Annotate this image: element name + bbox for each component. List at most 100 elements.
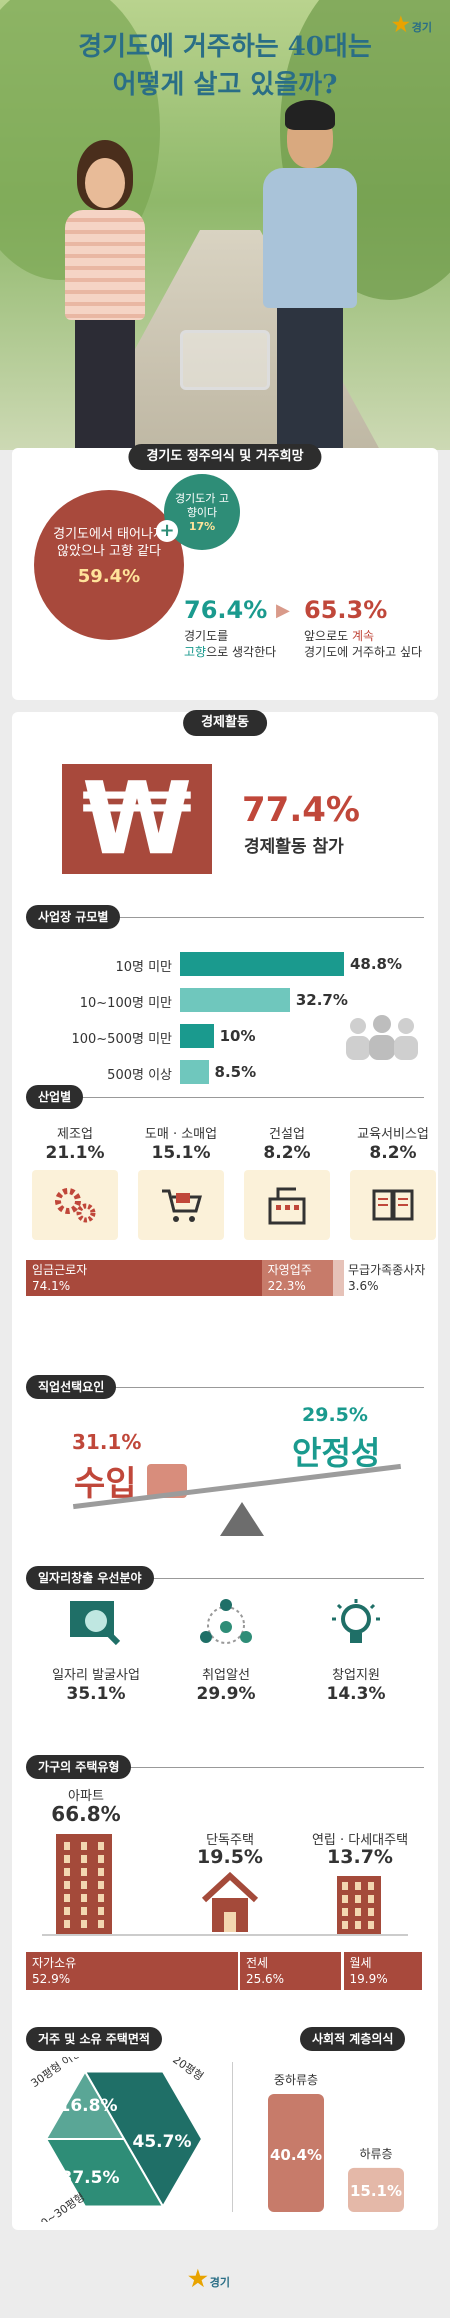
townhouse-window [355,1882,361,1890]
people-network-icon [196,1597,256,1657]
total-value: 76.4% [184,596,268,624]
area-category-label: 20평형 [170,2057,206,2083]
future-label-hl: 계속 [351,629,375,643]
apartment-icon [56,1834,112,1934]
workplace-value-label: 10% [219,1027,256,1045]
apartment-window [98,1881,104,1889]
apartment-window [64,1920,70,1928]
workplace-bar [180,1024,214,1048]
seesaw-fulcrum [220,1502,264,1536]
hero-title-line1: 경기도에 거주하는 40대는 [78,32,372,62]
tenure-segment: 자가소유 52.9% [26,1952,238,1990]
tenure-segment: 월세 19.9% [343,1952,422,1990]
employment-value: 74.1% [32,1279,71,1293]
industry-icon-box [32,1170,118,1240]
area-header: 거주 및 소유 주택면적 [26,2027,162,2051]
area-hexagon-chart: 45.7% 37.5% 16.8% 20평형 20~30평형 30평형 이상 [29,2057,206,2222]
apartment-window [64,1881,70,1889]
workplace-category-label: 500명 이상 [107,1068,172,1083]
employment-segment-text: 임금근로자 74.1% [32,1262,87,1294]
total-label-1: 경기도를 [184,629,229,643]
townhouse-window [355,1921,361,1929]
won-symbol-icon: ₩ [62,764,212,874]
future-label-2: 경기도에 거주하고 싶다 [304,645,423,659]
residence-card: 경기도 정주의식 및 거주희망 경기도에서 태어나지 않았으나 고향 같다 59… [12,444,438,700]
townhouse-window [342,1908,348,1916]
class-bar [348,2167,404,2212]
hero-title-line2: 어떻게 살고 있을까? [112,70,338,100]
tenure-segment-text: 월세 19.9% [350,1955,388,1987]
tenure-value: 25.6% [245,1972,285,1986]
job-factor-header: 직업선택요인 [26,1375,117,1399]
workplace-bar [180,952,344,976]
employment-label: 자영업주 [267,1263,312,1277]
tenure-segment-text: 자가소유 52.9% [32,1955,76,1987]
cart-icon [158,1185,204,1229]
apartment-window [81,1855,87,1863]
man-figure [255,100,365,450]
building-icon [264,1185,310,1229]
class-bar [268,2094,324,2212]
apartment-window [98,1855,104,1863]
job-creation-header: 일자리창출 우선분야 [26,1566,154,1590]
house-icon [201,1871,259,1938]
area-slice-30plus [44,2069,126,2140]
job-creation-value: 29.9% [196,1684,256,1704]
industry-value: 15.1% [151,1143,211,1163]
industry-value: 8.2% [263,1143,311,1163]
industry-value: 8.2% [369,1143,417,1163]
people-group-icon [342,1014,422,1060]
economic-header: 경제활동 [183,710,267,736]
apartment-window [64,1842,70,1850]
housing-value: 13.7% [327,1846,393,1868]
class-value-label: 40.4% [270,2146,322,2164]
ground-line [42,1934,408,1936]
participation-value: 77.4% [242,790,360,830]
social-class-chart: 중하류층 40.4% 하류층 15.1% [268,2073,404,2212]
book-icon [370,1185,416,1229]
employment-label: 임금근로자 [32,1263,88,1277]
tenure-value: 52.9% [32,1972,71,1986]
future-value: 65.3% [304,596,388,624]
bicycle-basket [180,330,270,390]
hometown-text: 경기도가 고향이다 [174,492,230,519]
townhouse-window [342,1895,348,1903]
lightbulb-icon [326,1597,386,1657]
industry-label: 제조업 [57,1127,93,1142]
search-icon [66,1597,126,1657]
employment-value: 3.6% [348,1279,379,1293]
arrow-right-icon: ▶ [276,600,290,621]
class-value-label: 15.1% [350,2182,402,2200]
class-category-label: 하류층 [359,2147,392,2161]
job-creation-value: 14.3% [326,1684,386,1704]
townhouse-window [342,1882,348,1890]
income-value: 31.1% [72,1430,142,1454]
industry-header: 산업별 [26,1085,84,1109]
townhouse-window [355,1908,361,1916]
apartment-window [98,1920,104,1928]
stability-label: 안정성 [292,1434,381,1472]
tenure-label: 자가소유 [32,1956,77,1970]
not-born-value: 59.4% [77,566,141,587]
job-creation-label: 일자리 발굴사업 [52,1668,140,1683]
tenure-label: 전세 [245,1956,269,1970]
apartment-window [81,1894,87,1902]
future-label-1: 앞으로도 [304,629,352,643]
hometown-circle: 경기도가 고향이다 17% [164,474,240,550]
housing-label: 단독주택 [206,1833,254,1848]
logo-text: 경기 [411,21,432,34]
housing-label: 연립 · 다세대주택 [311,1833,409,1848]
total-label-hl: 고향 [184,645,207,659]
industry-label: 교육서비스업 [357,1127,429,1142]
tenure-value: 19.9% [349,1972,388,1986]
total-label: 경기도를 고향으로 생각한다 [184,628,276,660]
workplace-header: 사업장 규모별 [26,905,121,929]
workplace-category-label: 100~500명 미만 [71,1032,172,1047]
townhouse-window [368,1921,374,1929]
class-category-label: 중하류층 [274,2073,318,2087]
plus-icon: + [156,520,178,542]
industry-label: 도매 · 소매업 [144,1127,218,1142]
employment-value: 22.3% [267,1279,306,1293]
hometown-value: 17% [188,520,216,533]
total-label-2: 으로 생각한다 [206,645,277,659]
